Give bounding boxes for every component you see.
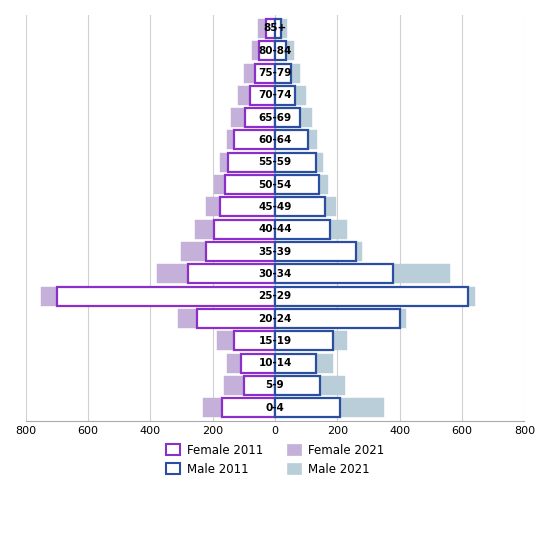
Text: 85+: 85+ xyxy=(263,23,287,33)
Bar xyxy=(251,41,275,60)
Bar xyxy=(244,376,275,395)
Bar xyxy=(275,332,333,350)
Bar xyxy=(178,309,275,328)
Bar xyxy=(275,242,362,261)
Bar xyxy=(258,19,275,38)
Bar xyxy=(275,399,384,417)
Text: 0-4: 0-4 xyxy=(266,403,284,413)
Bar xyxy=(275,153,323,172)
Text: 5-9: 5-9 xyxy=(266,381,284,390)
Bar xyxy=(260,41,275,60)
Bar xyxy=(275,131,317,150)
Bar xyxy=(244,64,275,83)
Bar xyxy=(57,287,275,306)
Bar xyxy=(227,131,275,150)
Text: 75-79: 75-79 xyxy=(258,68,292,78)
Bar xyxy=(228,153,275,172)
Bar xyxy=(275,354,333,373)
Bar xyxy=(275,376,345,395)
Text: 10-14: 10-14 xyxy=(258,358,292,368)
Bar xyxy=(275,198,336,217)
Bar xyxy=(275,64,290,83)
Bar xyxy=(275,309,406,328)
Bar xyxy=(197,309,275,328)
Bar xyxy=(188,265,275,284)
Text: 30-34: 30-34 xyxy=(258,269,292,279)
Bar xyxy=(275,175,328,194)
Bar xyxy=(234,131,275,150)
Bar xyxy=(182,242,275,261)
Bar xyxy=(195,220,275,239)
Bar xyxy=(275,309,400,328)
Bar xyxy=(157,265,275,284)
Bar xyxy=(275,153,316,172)
Bar xyxy=(275,376,320,395)
Text: 45-49: 45-49 xyxy=(258,202,292,212)
Bar xyxy=(275,399,340,417)
Bar xyxy=(275,41,286,60)
Bar xyxy=(275,332,346,350)
Bar xyxy=(245,108,275,127)
Bar xyxy=(227,354,275,373)
Bar xyxy=(221,198,275,217)
Bar xyxy=(275,265,393,284)
Bar xyxy=(204,399,275,417)
Bar xyxy=(275,198,325,217)
Bar xyxy=(275,64,300,83)
Bar xyxy=(232,108,275,127)
Text: 60-64: 60-64 xyxy=(258,135,292,145)
Bar xyxy=(225,175,275,194)
Bar xyxy=(275,86,295,105)
Text: 70-74: 70-74 xyxy=(258,90,292,100)
Bar xyxy=(275,131,308,150)
Bar xyxy=(275,86,306,105)
Text: 50-54: 50-54 xyxy=(258,180,292,190)
Text: 80-84: 80-84 xyxy=(258,46,292,56)
Bar xyxy=(275,175,318,194)
Bar xyxy=(275,108,312,127)
Bar xyxy=(214,175,275,194)
Bar xyxy=(275,265,449,284)
Bar xyxy=(241,354,275,373)
Bar xyxy=(217,332,275,350)
Bar xyxy=(255,64,275,83)
Text: 65-69: 65-69 xyxy=(258,113,292,123)
Bar xyxy=(250,86,275,105)
Bar xyxy=(275,354,316,373)
Bar xyxy=(275,287,468,306)
Legend: Female 2011, Male 2011, Female 2021, Male 2021: Female 2011, Male 2011, Female 2021, Mal… xyxy=(161,439,389,480)
Bar xyxy=(275,287,475,306)
Bar xyxy=(238,86,275,105)
Bar xyxy=(275,242,356,261)
Text: 20-24: 20-24 xyxy=(258,314,292,323)
Bar xyxy=(223,376,275,395)
Bar xyxy=(214,220,275,239)
Bar xyxy=(206,242,275,261)
Text: 15-19: 15-19 xyxy=(258,336,292,346)
Text: 55-59: 55-59 xyxy=(258,157,292,167)
Text: 35-39: 35-39 xyxy=(258,247,292,256)
Bar xyxy=(275,19,281,38)
Text: 25-29: 25-29 xyxy=(258,291,292,301)
Bar xyxy=(275,108,300,127)
Bar xyxy=(275,19,288,38)
Bar xyxy=(41,287,275,306)
Bar xyxy=(206,198,275,217)
Bar xyxy=(275,220,329,239)
Bar xyxy=(234,332,275,350)
Bar xyxy=(275,41,294,60)
Bar xyxy=(266,19,275,38)
Text: 40-44: 40-44 xyxy=(258,224,292,234)
Bar xyxy=(221,153,275,172)
Bar xyxy=(222,399,275,417)
Bar xyxy=(275,220,346,239)
